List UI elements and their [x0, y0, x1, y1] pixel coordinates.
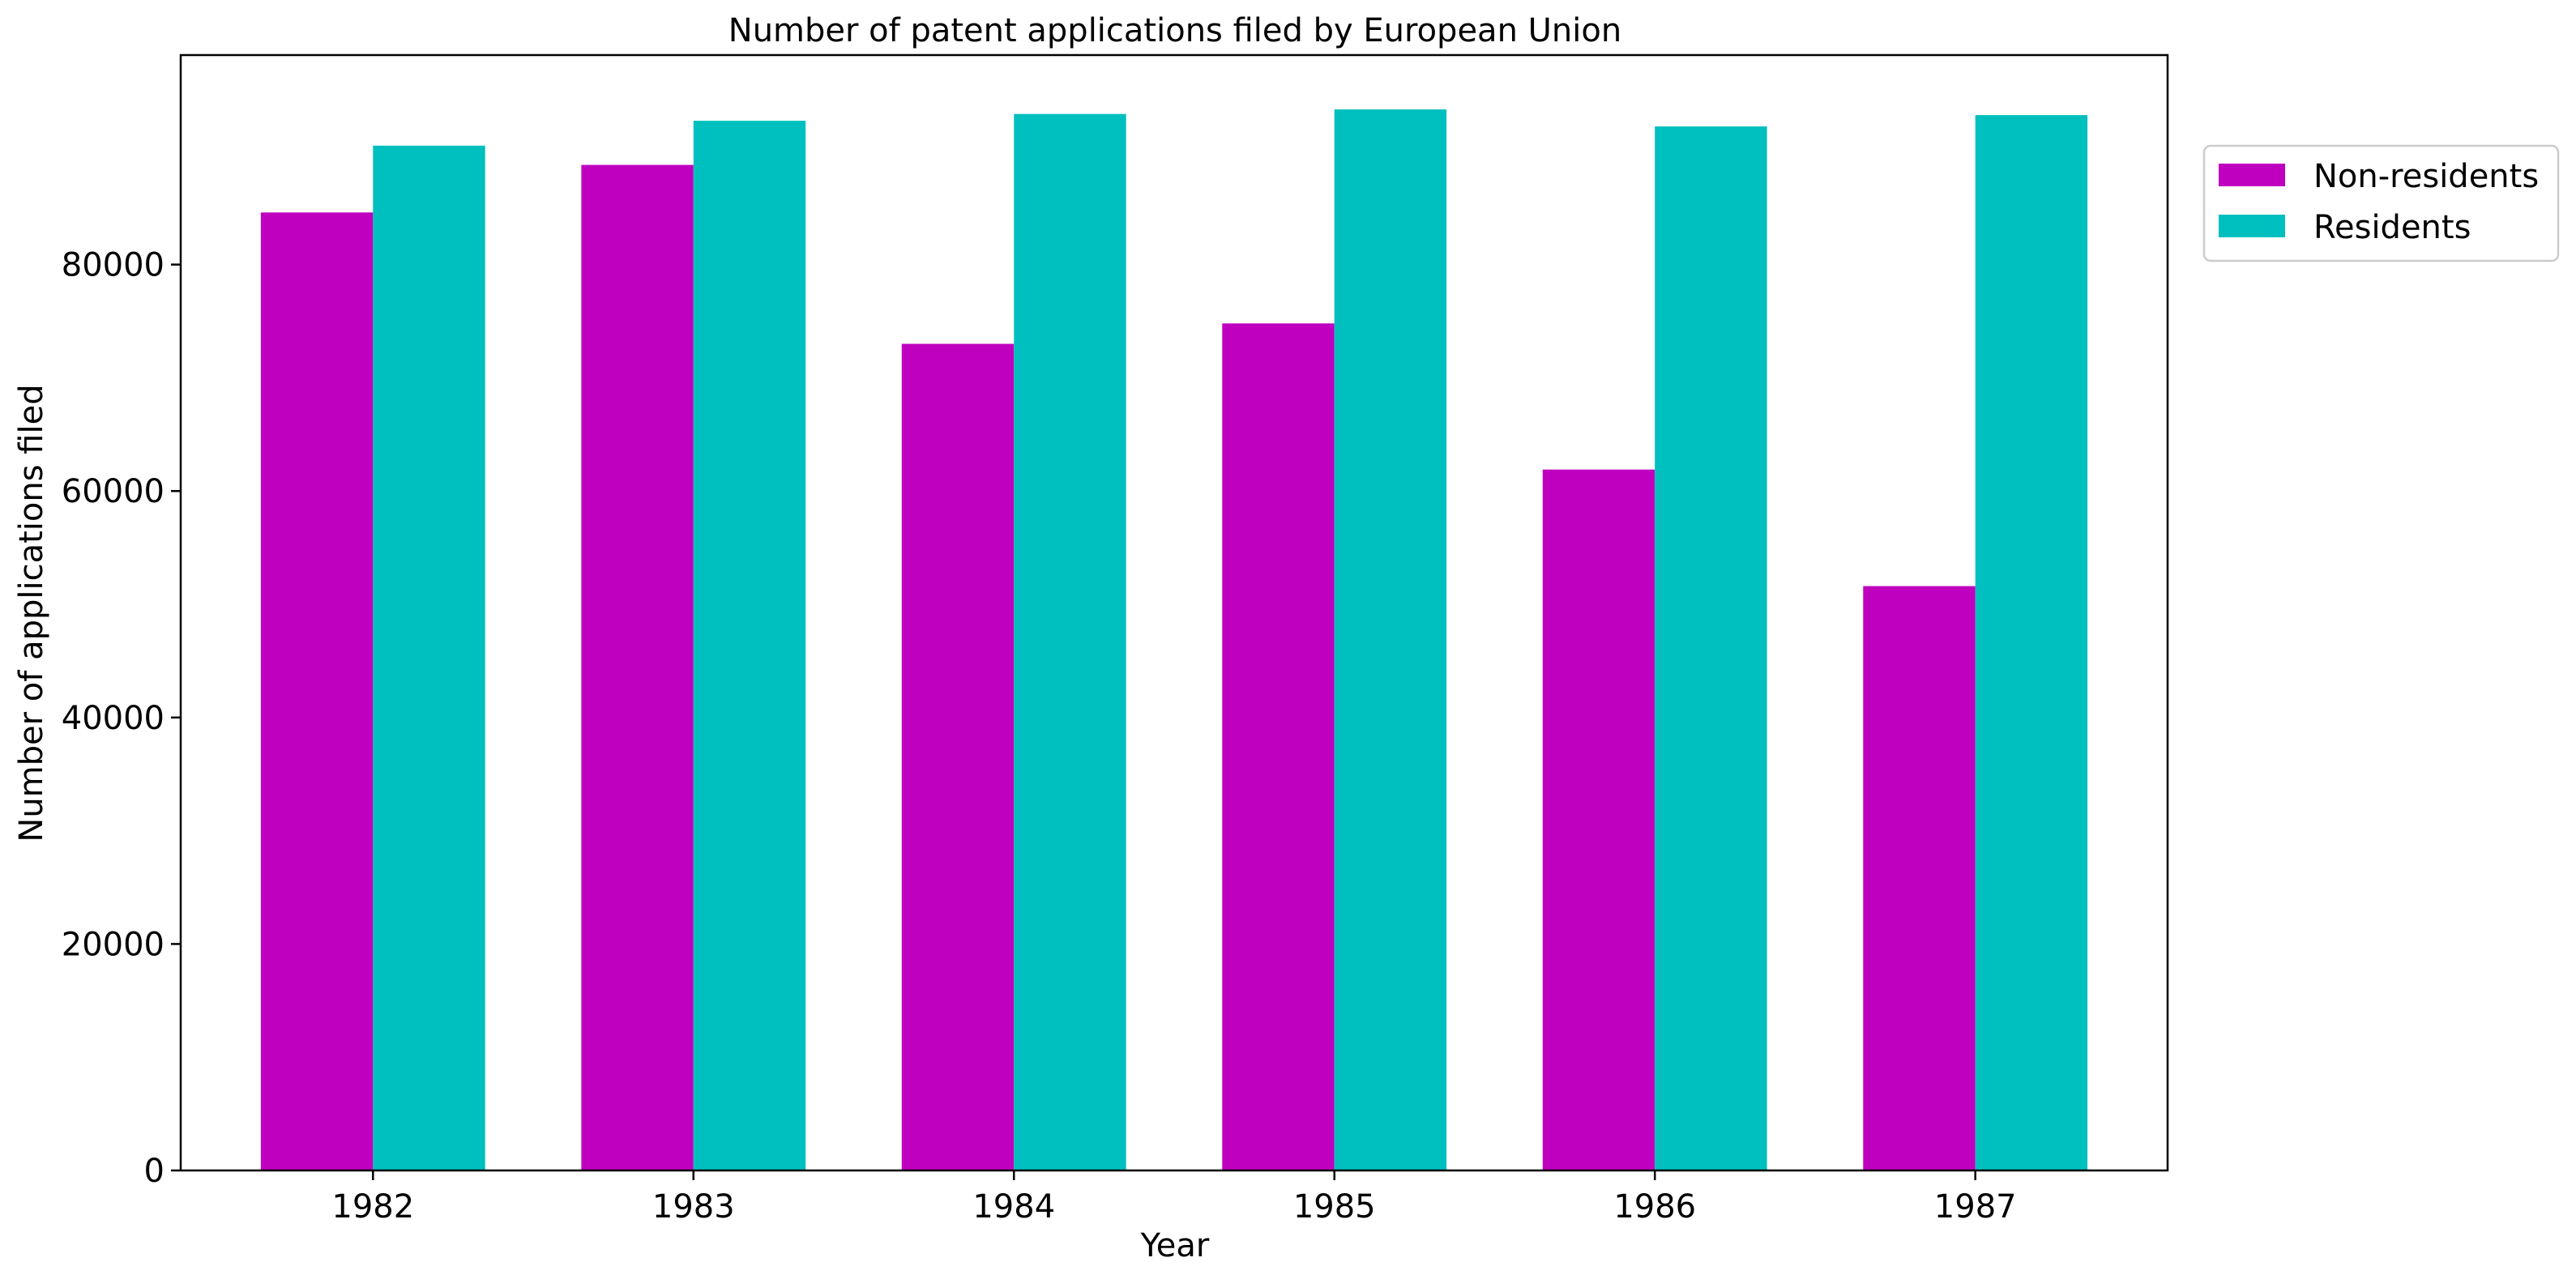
x-tick-label: 1985	[1293, 1188, 1376, 1226]
x-axis: 1982 1983 1984 1985 1986 1987	[331, 1170, 2017, 1226]
bar-residents-1984	[1014, 113, 1126, 1171]
x-tick-label: 1987	[1934, 1188, 2017, 1226]
legend-label-residents: Residents	[2313, 209, 2471, 246]
bar-residents-1985	[1334, 109, 1447, 1171]
bar-non-residents-1983	[581, 164, 694, 1171]
bar-residents-1983	[693, 121, 806, 1171]
chart-title: Number of patent applications filed by E…	[728, 12, 1621, 49]
bar-non-residents-1987	[1863, 586, 1976, 1170]
x-tick-label: 1986	[1613, 1188, 1696, 1226]
bar-non-residents-1985	[1222, 323, 1335, 1170]
x-tick-label: 1984	[972, 1188, 1055, 1226]
y-tick-label: 40000	[62, 700, 164, 737]
x-axis-label: Year	[1140, 1227, 1210, 1264]
bar-residents-1986	[1655, 126, 1767, 1171]
legend-label-non-residents: Non-residents	[2313, 158, 2539, 195]
x-tick-label: 1982	[331, 1188, 414, 1226]
bar-non-residents-1986	[1542, 469, 1655, 1170]
legend: Non-residents Residents	[2202, 144, 2560, 262]
plot-area-frame	[179, 53, 2169, 1172]
y-tick-label: 20000	[62, 926, 164, 963]
bar-residents-1987	[1975, 115, 2088, 1171]
bar-non-residents-1982	[260, 212, 374, 1170]
y-axis: 0 20000 40000 60000 80000	[62, 247, 181, 1190]
bar-non-residents-1984	[901, 343, 1015, 1170]
y-tick-label: 0	[144, 1153, 164, 1190]
bar-residents-1982	[373, 145, 485, 1170]
y-tick-label: 60000	[62, 473, 164, 510]
legend-swatch-non-residents	[2219, 164, 2285, 186]
y-axis-label: Number of applications filed	[13, 384, 50, 842]
legend-frame	[2202, 144, 2560, 262]
bars-group	[260, 109, 2088, 1171]
y-tick-label: 80000	[62, 247, 164, 284]
x-tick-label: 1983	[652, 1188, 735, 1226]
legend-swatch-residents	[2219, 215, 2285, 237]
